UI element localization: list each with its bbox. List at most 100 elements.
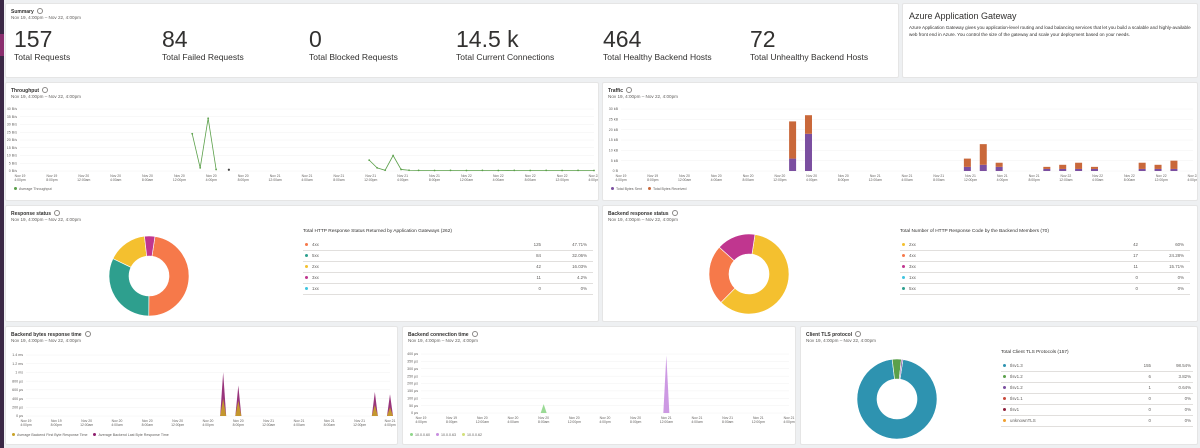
row-count: 6: [1148, 374, 1151, 379]
x-tick-label: 4:00pm: [1187, 178, 1198, 182]
row-count: 0: [1148, 418, 1151, 423]
table-row[interactable]: unknownTLS 0 0%: [1001, 416, 1193, 427]
x-tick-label: 12:00am: [660, 420, 673, 424]
legend-item[interactable]: 10.0.0.60: [410, 433, 430, 437]
table-row[interactable]: 5xx 84 32.06%: [303, 251, 593, 262]
backend-bytes-chart[interactable]: 1.4 ms 1.2 ms 1 ms 800 µs 600 µs 400 µs 200 µs…: [6, 327, 398, 445]
table-row[interactable]: 1xx 0 0%: [900, 273, 1190, 284]
legend-item[interactable]: Average Backend First Byte Response Time: [12, 433, 87, 437]
y-tick-label: 25 kB: [609, 118, 619, 122]
throughput-line: [368, 154, 595, 171]
x-tick-label: 4:00pm: [415, 420, 426, 424]
table-row[interactable]: tlsv1.2 6 3.82%: [1001, 372, 1193, 383]
backend-status-donut[interactable]: [707, 232, 791, 316]
info-icon[interactable]: [42, 87, 49, 93]
table-row[interactable]: 5xx 0 0%: [900, 284, 1190, 295]
tile-healthy-hosts[interactable]: 464 Total Healthy Backend Hosts: [603, 26, 712, 62]
info-icon[interactable]: [671, 210, 678, 216]
x-tick-label: Nov 20: [630, 416, 641, 420]
x-tick-label: 12:00am: [460, 178, 473, 182]
tls-donut[interactable]: [855, 357, 939, 441]
x-tick-label: 4:00am: [691, 420, 702, 424]
throughput-chart[interactable]: 40 B/s 35 B/s 30 B/s 25 B/s 20 B/s 15 B/s 10 B…: [6, 83, 599, 201]
x-tick-label: Nov 22: [461, 174, 472, 178]
row-percent: 15.71%: [1169, 264, 1184, 269]
status-dot: [1003, 364, 1007, 368]
table-row[interactable]: 3xx 11 15.71%: [900, 262, 1190, 273]
row-label: tlsv1.2: [1010, 374, 1023, 379]
x-tick-label: Nov 21: [692, 416, 703, 420]
tile-failed-requests[interactable]: 84 Total Failed Requests: [162, 26, 244, 62]
x-tick-label: Nov 22: [1092, 174, 1103, 178]
x-tick-label: Nov 20: [110, 174, 121, 178]
table-row[interactable]: 2xx 42 60%: [900, 240, 1190, 251]
x-tick-label: 4:00pm: [997, 178, 1008, 182]
x-tick-label: 12:00pm: [1155, 178, 1168, 182]
row-label: 2xx: [312, 264, 319, 269]
y-tick-label: 15 kB: [609, 138, 619, 142]
row-percent: 0%: [1184, 418, 1191, 423]
legend-dot: [12, 433, 15, 436]
legend-item[interactable]: Average Throughput: [14, 187, 52, 191]
x-tick-label: Nov 19: [51, 419, 62, 423]
legend-item[interactable]: 10.0.0.62: [462, 433, 482, 437]
legend-dot: [410, 433, 413, 436]
tile-blocked-requests[interactable]: 0 Total Blocked Requests: [309, 26, 398, 62]
legend-item[interactable]: Average Backend Last Byte Response Time: [93, 433, 169, 437]
x-tick-label: Nov 20: [679, 174, 690, 178]
throughput-point: [368, 159, 371, 162]
throughput-point: [227, 168, 230, 171]
tls-title: Client TLS protocol: [806, 331, 862, 338]
tile-current-connections[interactable]: 14.5 k Total Current Connections: [456, 26, 555, 62]
row-label: tlsv1.3: [1010, 363, 1023, 368]
x-tick-label: 4:00am: [493, 178, 504, 182]
backend-conn-title: Backend connection time: [408, 331, 478, 338]
throughput-point: [545, 169, 548, 172]
table-row[interactable]: tlsv1.2 1 0.64%: [1001, 383, 1193, 394]
throughput-point: [497, 169, 500, 172]
row-percent: 0%: [1177, 286, 1184, 291]
tile-total-requests[interactable]: 157 Total Requests: [14, 26, 71, 62]
legend-item[interactable]: Total Bytes Received: [647, 187, 687, 191]
info-icon[interactable]: [626, 87, 633, 93]
response-status-donut[interactable]: [107, 234, 191, 318]
x-tick-label: Nov 20: [838, 174, 849, 178]
table-row[interactable]: tlsv1 0 0%: [1001, 405, 1193, 416]
table-row[interactable]: tlsv1.3 155 98.54%: [1001, 361, 1193, 372]
table-row[interactable]: tlsv1.1 0 0%: [1001, 394, 1193, 405]
bytes-sent-bar: [1170, 168, 1178, 171]
x-tick-label: Nov 22: [1061, 174, 1072, 178]
info-icon[interactable]: [36, 8, 43, 14]
table-row[interactable]: 1xx 0 0%: [303, 284, 593, 295]
info-icon[interactable]: [84, 331, 91, 337]
info-icon[interactable]: [855, 331, 862, 337]
info-icon[interactable]: [54, 210, 61, 216]
x-tick-label: 4:00pm: [202, 423, 213, 427]
x-tick-label: 12:00am: [476, 420, 489, 424]
bytes-sent-bar: [1075, 168, 1083, 171]
tile-unhealthy-hosts[interactable]: 72 Total Unhealthy Backend Hosts: [750, 26, 869, 62]
table-row[interactable]: 4xx 17 24.28%: [900, 251, 1190, 262]
info-icon[interactable]: [471, 331, 478, 337]
status-dot: [1003, 397, 1007, 401]
table-row[interactable]: 4xx 125 47.71%: [303, 240, 593, 251]
donut-slice: [148, 236, 190, 317]
throughput-title: Throughput: [11, 87, 49, 94]
status-dot: [1003, 386, 1007, 390]
row-percent: 47.71%: [572, 242, 587, 247]
x-tick-label: Nov 22: [557, 174, 568, 178]
y-tick-label: 35 B/s: [7, 115, 17, 119]
backend-conn-chart[interactable]: 400 µs 350 µs 300 µs 250 µs 200 µs 150 µs 100 …: [403, 327, 796, 445]
bytes-sent-bar: [1154, 168, 1162, 171]
table-row[interactable]: 3xx 11 4.2%: [303, 273, 593, 284]
x-tick-label: Nov 21: [722, 416, 733, 420]
bytes-received-bar: [1059, 164, 1067, 169]
throughput-point: [593, 169, 595, 172]
legend-item[interactable]: 10.0.0.63: [436, 433, 456, 437]
y-tick-label: 10 kB: [609, 149, 619, 153]
table-row[interactable]: 2xx 42 16.03%: [303, 262, 593, 273]
throughput-point: [561, 169, 564, 172]
x-tick-label: Nov 21: [365, 174, 376, 178]
legend-item[interactable]: Total Bytes Sent: [611, 187, 642, 191]
